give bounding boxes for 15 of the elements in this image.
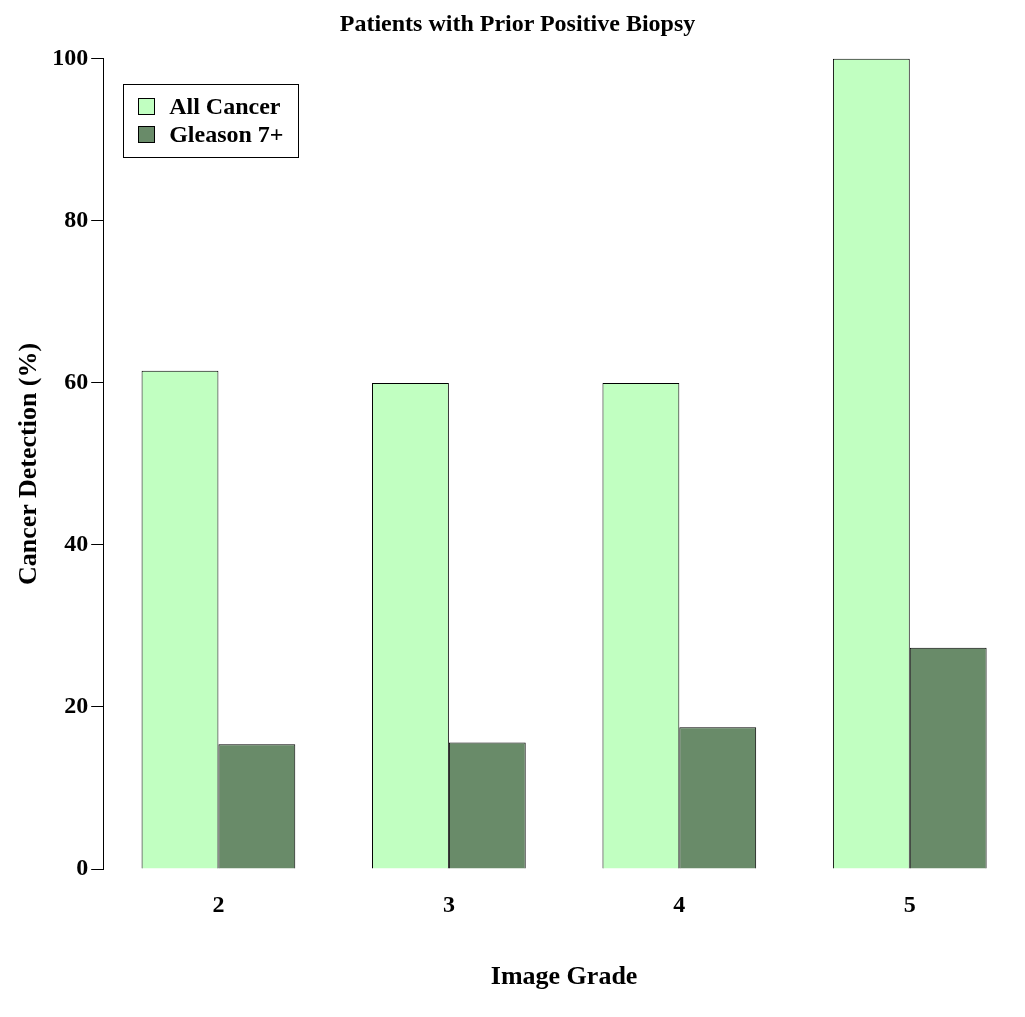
y-tick-label: 0 (76, 854, 89, 881)
legend-label: All Cancer (168, 92, 282, 121)
x-tick-label: 4 (673, 890, 686, 917)
y-tick-label: 80 (64, 206, 89, 233)
y-tick-label: 20 (64, 692, 89, 719)
y-tick-label: 40 (64, 530, 89, 557)
x-tick-label: 2 (212, 890, 225, 917)
x-tick-label: 5 (903, 890, 916, 917)
x-axis-title: Image Grade (490, 961, 638, 991)
y-tick-label: 60 (64, 368, 89, 395)
legend-label: Gleason 7+ (168, 120, 284, 149)
chart-title: Patients with Prior Positive Biopsy (339, 9, 696, 36)
x-tick-label: 3 (442, 890, 455, 917)
y-axis-title: Cancer Detection (%) (13, 342, 43, 585)
y-tick-label: 100 (52, 44, 89, 70)
